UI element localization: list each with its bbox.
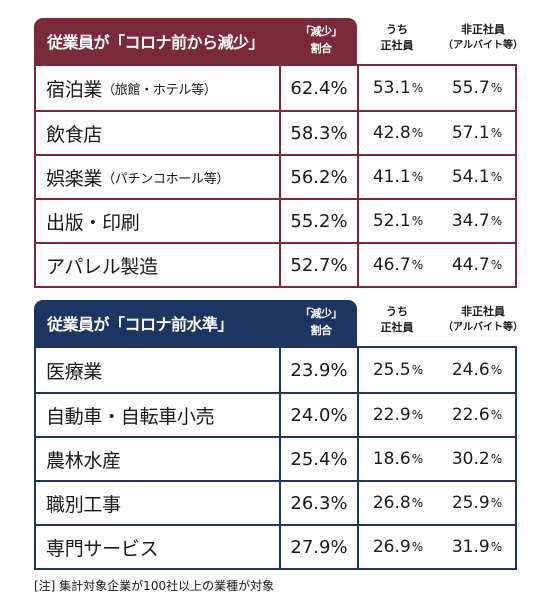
industry-name: アパレル製造: [46, 255, 158, 278]
decrease-rate: 56.2%: [279, 156, 359, 198]
parttime-rate: 24.6%: [451, 360, 503, 380]
decrease-rate: 24.0%: [279, 394, 359, 436]
table-row: 出版・印刷 55.2% 52.1% 34.7%: [36, 198, 515, 242]
fulltime-rate: 18.6%: [372, 449, 424, 469]
fulltime-rate: 46.7%: [372, 255, 424, 275]
same-level-title: 従業員が「コロナ前水準」: [47, 315, 234, 334]
table-row: 宿泊業 （旅館・ホテル等） 62.4% 53.1% 55.7%: [36, 66, 515, 110]
same-level-parttime-header: 非正社員 （アルバイト等）: [443, 305, 523, 333]
fulltime-rate: 26.8%: [372, 493, 424, 513]
decrease-parttime-header: 非正社員 （アルバイト等）: [443, 23, 523, 51]
decrease-rate: 58.3%: [279, 112, 359, 154]
table-row: 職別工事 26.3% 26.8% 25.9%: [36, 480, 515, 524]
decrease-title: 従業員が「コロナ前から減少」: [47, 33, 265, 52]
fulltime-rate: 41.1%: [372, 167, 424, 187]
same-level-fulltime-header: うち 正社員: [380, 305, 414, 334]
same-level-table: 医療業 23.9% 25.5% 24.6% 自動車・自転車小売 24.0% 22…: [34, 346, 517, 570]
footnote: [注] 集計対象企業が100社以上の業種が対象: [34, 579, 275, 593]
decrease-rate-header: 「減少」 割合: [300, 25, 343, 55]
decrease-title-tab: 従業員が「コロナ前から減少」 「減少」 割合: [34, 18, 357, 64]
same-level-header: 従業員が「コロナ前水準」 「減少」 割合 うち 正社員 非正社員 （アルバイト等…: [0, 300, 538, 346]
fulltime-rate: 52.1%: [372, 211, 424, 231]
industry-name: 医療業: [46, 360, 103, 383]
table-row: 娯楽業 （パチンコホール等） 56.2% 41.1% 54.1%: [36, 154, 515, 198]
decrease-rate: 55.2%: [279, 200, 359, 242]
decrease-rate: 27.9%: [279, 526, 359, 568]
same-level-section: 従業員が「コロナ前水準」 「減少」 割合 うち 正社員 非正社員 （アルバイト等…: [0, 300, 538, 570]
fulltime-rate: 53.1%: [372, 78, 424, 98]
parttime-rate: 55.7%: [451, 78, 503, 98]
decrease-table: 宿泊業 （旅館・ホテル等） 62.4% 53.1% 55.7% 飲食店 58.3%…: [34, 64, 517, 288]
table-row: 医療業 23.9% 25.5% 24.6%: [36, 348, 515, 392]
industry-name: 娯楽業 （パチンコホール等）: [46, 167, 230, 190]
decrease-header: 従業員が「コロナ前から減少」 「減少」 割合 うち 正社員 非正社員 （アルバイ…: [0, 18, 538, 64]
same-level-rate-header: 「減少」 割合: [300, 307, 343, 337]
industry-name: 宿泊業 （旅館・ホテル等）: [46, 78, 217, 101]
fulltime-rate: 25.5%: [372, 360, 424, 380]
parttime-rate: 54.1%: [451, 167, 503, 187]
table-row: 農林水産 25.4% 18.6% 30.2%: [36, 436, 515, 480]
table-row: 自動車・自転車小売 24.0% 22.9% 22.6%: [36, 392, 515, 436]
fulltime-rate: 26.9%: [372, 537, 424, 557]
parttime-rate: 31.9%: [451, 537, 503, 557]
industry-name: 飲食店: [46, 123, 103, 146]
table-row: アパレル製造 52.7% 46.7% 44.7%: [36, 242, 515, 286]
industry-name: 職別工事: [46, 493, 121, 516]
industry-name: 農林水産: [46, 449, 121, 472]
decrease-rate: 62.4%: [279, 66, 359, 110]
fulltime-rate: 22.9%: [372, 405, 424, 425]
parttime-rate: 44.7%: [451, 255, 503, 275]
parttime-rate: 25.9%: [451, 493, 503, 513]
decrease-rate: 25.4%: [279, 438, 359, 480]
industry-name: 自動車・自転車小売: [46, 405, 215, 428]
table-row: 専門サービス 27.9% 26.9% 31.9%: [36, 524, 515, 568]
decrease-rate: 23.9%: [279, 348, 359, 392]
same-level-title-tab: 従業員が「コロナ前水準」 「減少」 割合: [34, 300, 357, 346]
industry-name: 専門サービス: [46, 537, 159, 560]
decrease-rate: 52.7%: [279, 244, 359, 286]
table-row: 飲食店 58.3% 42.8% 57.1%: [36, 110, 515, 154]
parttime-rate: 30.2%: [451, 449, 503, 469]
parttime-rate: 22.6%: [451, 405, 503, 425]
parttime-rate: 57.1%: [451, 123, 503, 143]
decrease-fulltime-header: うち 正社員: [380, 23, 414, 52]
parttime-rate: 34.7%: [451, 211, 503, 231]
fulltime-rate: 42.8%: [372, 123, 424, 143]
decrease-section: 従業員が「コロナ前から減少」 「減少」 割合 うち 正社員 非正社員 （アルバイ…: [0, 18, 538, 288]
decrease-rate: 26.3%: [279, 482, 359, 524]
industry-name: 出版・印刷: [46, 211, 140, 234]
